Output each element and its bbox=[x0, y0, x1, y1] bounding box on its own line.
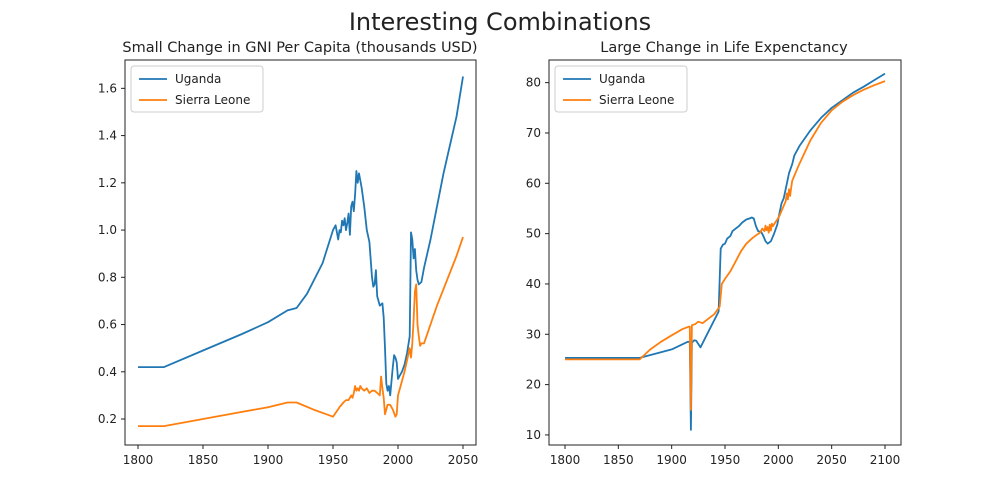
gni-plot-area: 1800 1850 1900 1950 2000 2050 0.2 0.4 0.6 0.8 1.0 1… bbox=[98, 59, 479, 467]
x-tick-label: 2000 bbox=[763, 453, 794, 467]
x-tick-label: 1900 bbox=[656, 453, 687, 467]
y-tick-label: 0.8 bbox=[98, 270, 117, 284]
x-tick-label: 1900 bbox=[253, 453, 284, 467]
series-line-1 bbox=[138, 236, 464, 427]
life-expectancy-plot-area: 1800 1850 1900 1950 2000 2050 2100 10 20 30 40 50 60… bbox=[526, 59, 902, 467]
x-tick-label: 2100 bbox=[870, 453, 901, 467]
y-tick-label: 0.6 bbox=[98, 318, 117, 332]
x-tick-label: 1800 bbox=[550, 453, 581, 467]
y-tick-label: 0.2 bbox=[98, 412, 117, 426]
y-tick-label: 60 bbox=[526, 176, 541, 190]
y-tick-label: 80 bbox=[526, 76, 541, 90]
y-tick-label: 10 bbox=[526, 428, 541, 442]
y-tick-label: 1.0 bbox=[98, 223, 117, 237]
y-tick-label: 20 bbox=[526, 378, 541, 392]
legend-label: Uganda bbox=[599, 72, 645, 86]
figure-title: Interesting Combinations bbox=[349, 8, 651, 36]
gni-chart-title: Small Change in GNI Per Capita (thousand… bbox=[122, 40, 477, 56]
x-tick-label: 1850 bbox=[188, 453, 219, 467]
y-tick-label: 0.4 bbox=[98, 365, 117, 379]
x-tick-label: 1950 bbox=[710, 453, 741, 467]
y-tick-label: 1.2 bbox=[98, 176, 117, 190]
x-tick-label: 2050 bbox=[448, 453, 479, 467]
y-tick-label: 70 bbox=[526, 126, 541, 140]
y-tick-label: 40 bbox=[526, 277, 541, 291]
gni-panel: Small Change in GNI Per Capita (thousand… bbox=[98, 40, 478, 467]
life-expectancy-panel: Large Change in Life Expenctancy 1800 185… bbox=[526, 40, 902, 467]
y-tick-label: 30 bbox=[526, 327, 541, 341]
y-tick-label: 50 bbox=[526, 227, 541, 241]
x-tick-label: 2000 bbox=[383, 453, 414, 467]
y-tick-label: 1.6 bbox=[98, 81, 117, 95]
legend: Uganda Sierra Leone bbox=[130, 65, 264, 113]
x-tick-label: 1950 bbox=[318, 453, 349, 467]
legend-label: Uganda bbox=[175, 72, 221, 86]
series-line-1 bbox=[565, 80, 886, 411]
y-tick-label: 1.4 bbox=[98, 129, 117, 143]
axes-frame bbox=[548, 59, 902, 446]
legend: Uganda Sierra Leone bbox=[554, 65, 688, 113]
series-line-0 bbox=[565, 72, 886, 431]
life-expectancy-chart-title: Large Change in Life Expenctancy bbox=[600, 40, 848, 56]
legend-label: Sierra Leone bbox=[599, 93, 674, 107]
x-tick-label: 2050 bbox=[816, 453, 847, 467]
axes-frame bbox=[124, 59, 477, 446]
x-tick-label: 1800 bbox=[123, 453, 154, 467]
legend-label: Sierra Leone bbox=[175, 93, 250, 107]
x-tick-label: 1850 bbox=[603, 453, 634, 467]
series-line-0 bbox=[138, 76, 464, 397]
